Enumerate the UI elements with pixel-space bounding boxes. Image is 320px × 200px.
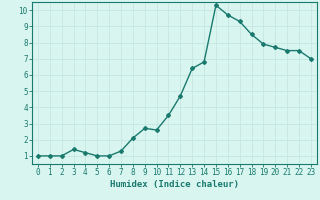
X-axis label: Humidex (Indice chaleur): Humidex (Indice chaleur) — [110, 180, 239, 189]
